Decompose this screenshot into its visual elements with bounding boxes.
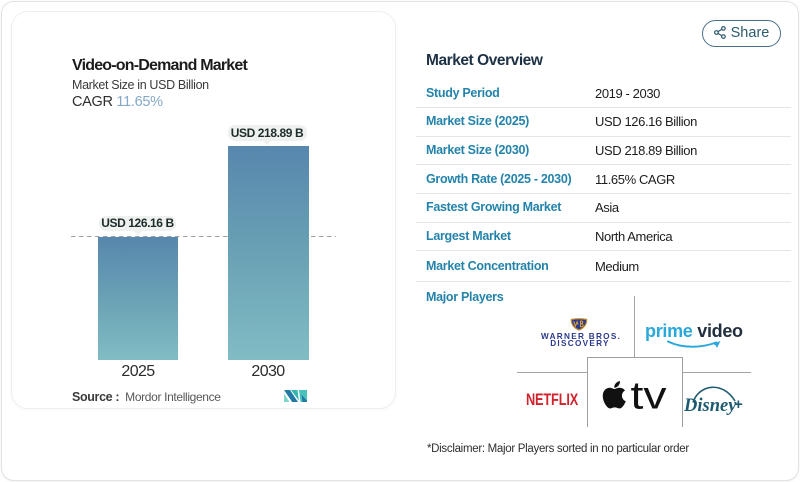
svg-text:tv: tv [631,379,668,410]
svg-text:Disney: Disney [684,396,737,416]
svg-text:+: + [734,396,743,413]
